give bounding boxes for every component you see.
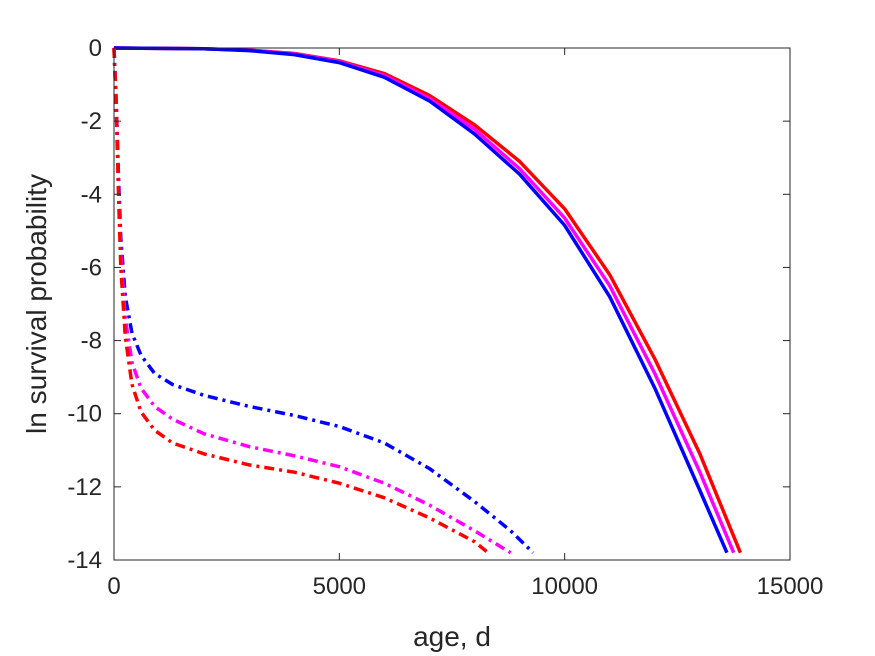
plot-frame [113, 47, 791, 561]
y-tick-label: -2 [81, 108, 102, 135]
tick-layer: 0 5000 10000 15000 0 -2 -4 -6 -8 -10 -12 -14 [67, 35, 823, 600]
series-line-3 [113, 46, 729, 554]
x-tick-label: 0 [107, 573, 120, 600]
series-line-6 [112, 47, 490, 555]
y-tick-label: -12 [67, 474, 102, 501]
y-tick-label: -4 [81, 181, 102, 208]
plot-area [114, 48, 790, 560]
y-tick-label: 0 [89, 35, 102, 62]
x-tick-label: 10000 [531, 573, 598, 600]
x-tick-label: 5000 [313, 573, 366, 600]
series-layer [112, 46, 743, 555]
series-line-4 [112, 47, 535, 554]
x-tick-label: 15000 [757, 573, 824, 600]
x-axis-label: age, d [413, 621, 491, 652]
y-tick-label: -10 [67, 401, 102, 428]
series-line-5 [112, 47, 512, 555]
y-axis-label: ln survival probability [21, 174, 52, 434]
y-tick-label: -14 [67, 547, 102, 574]
y-tick-label: -8 [81, 328, 102, 355]
y-tick-label: -6 [81, 254, 102, 281]
